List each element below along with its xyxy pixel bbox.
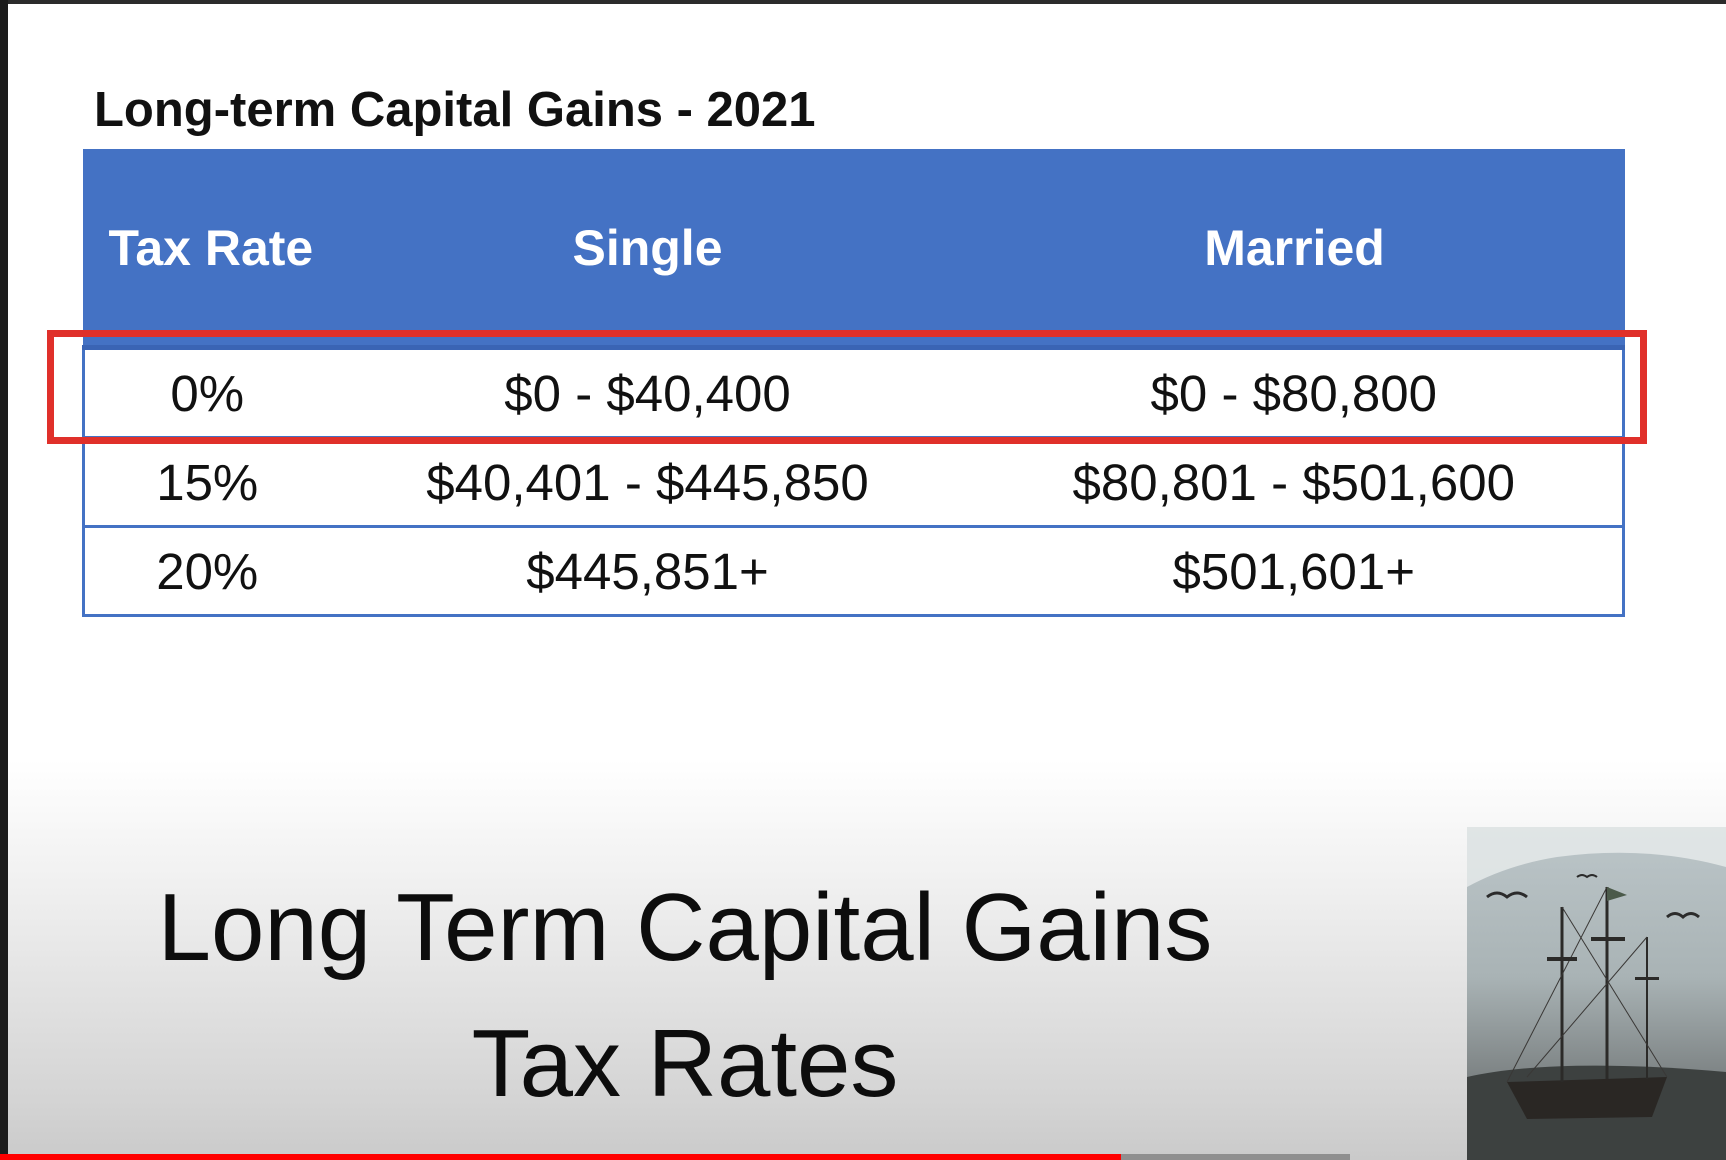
table-row: 0% $0 - $40,400 $0 - $80,800 [82, 346, 1625, 439]
caption-line-1: Long Term Capital Gains [157, 874, 1213, 981]
cell-married: $501,601+ [965, 525, 1625, 617]
caption-line-2: Tax Rates [471, 1010, 899, 1117]
table-row: 15% $40,401 - $445,850 $80,801 - $501,60… [82, 436, 1625, 528]
video-progress-bar[interactable] [0, 1154, 1350, 1160]
cell-single: $0 - $40,400 [329, 346, 966, 439]
cell-single: $40,401 - $445,850 [329, 436, 966, 528]
cell-tax-rate: 20% [82, 525, 330, 617]
column-header-single: Single [328, 149, 967, 350]
column-header-married: Married [964, 149, 1625, 350]
cell-single: $445,851+ [329, 525, 966, 617]
window-left-edge [0, 0, 8, 1160]
cell-tax-rate: 0% [82, 346, 330, 439]
table-row: 20% $445,851+ $501,601+ [82, 525, 1625, 617]
window-top-edge [0, 0, 1726, 4]
ship-thumbnail-image [1467, 827, 1726, 1160]
row-highlight-box [47, 330, 1647, 444]
tax-rate-table: Tax Rate Single Married 0% $0 - $40,400 … [82, 149, 1625, 617]
cell-married: $80,801 - $501,600 [965, 436, 1625, 528]
table-title: Long-term Capital Gains - 2021 [94, 83, 816, 137]
table-header-row: Tax Rate Single Married [82, 149, 1625, 350]
video-caption: Long Term Capital Gains Tax Rates [90, 860, 1280, 1132]
cell-tax-rate: 15% [82, 436, 330, 528]
video-progress-played [0, 1154, 1121, 1160]
ship-illustration [1467, 827, 1726, 1160]
cell-married: $0 - $80,800 [965, 346, 1625, 439]
column-header-tax-rate: Tax Rate [82, 149, 331, 350]
